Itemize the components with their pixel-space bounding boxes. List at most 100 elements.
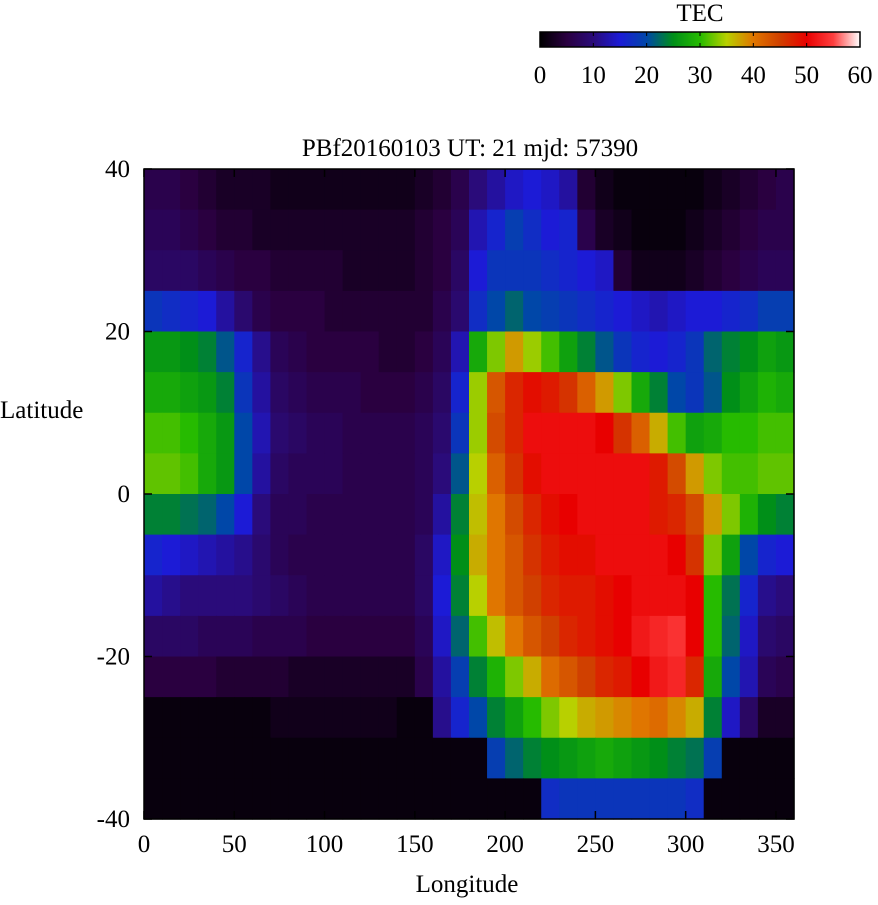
heatmap-cell	[577, 331, 596, 373]
heatmap-cell	[595, 372, 615, 414]
heatmap-cell	[577, 372, 596, 414]
heatmap-cell	[324, 331, 344, 373]
heatmap-cell	[469, 494, 488, 536]
heatmap-cell	[631, 209, 651, 251]
heatmap-cell	[360, 372, 380, 414]
heatmap-cell	[613, 697, 633, 739]
heatmap-cell	[288, 575, 308, 617]
heatmap-cell	[523, 209, 542, 251]
heatmap-cell	[216, 169, 235, 211]
heatmap-cell	[162, 372, 181, 414]
heatmap-cell	[360, 453, 380, 495]
heatmap-cell	[360, 290, 380, 333]
heatmap-cell	[234, 494, 253, 536]
heatmap-cell	[234, 737, 253, 779]
heatmap-cell	[595, 575, 615, 617]
heatmap-cell	[342, 250, 362, 292]
heatmap-cell	[162, 575, 181, 617]
heatmap-cell	[234, 250, 253, 292]
heatmap-cell	[523, 737, 542, 779]
heatmap-cell	[378, 169, 398, 211]
heatmap-cell	[469, 778, 488, 820]
heatmap-cell	[450, 778, 470, 820]
heatmap-cell	[216, 453, 235, 495]
heatmap-cell	[685, 697, 705, 739]
heatmap-cell	[432, 534, 452, 576]
heatmap-cell	[505, 697, 524, 739]
heatmap-cell	[613, 453, 633, 495]
heatmap-cell	[721, 697, 741, 739]
heatmap-cell	[450, 372, 470, 414]
heatmap-cell	[450, 575, 470, 617]
heatmap-cell	[216, 778, 235, 820]
heatmap-cell	[432, 575, 452, 617]
heatmap-cell	[342, 331, 362, 373]
heatmap-cell	[144, 697, 163, 739]
heatmap-cell	[270, 656, 290, 698]
heatmap-cell	[739, 412, 759, 454]
heatmap-cell	[721, 575, 741, 617]
heatmap-cell	[450, 737, 470, 779]
heatmap-cell	[703, 331, 723, 373]
heatmap-cell	[667, 737, 687, 779]
heatmap-cell	[721, 534, 741, 576]
heatmap-cell	[541, 778, 560, 820]
heatmap-cell	[180, 290, 199, 333]
colorbar-tick-label: 0	[534, 62, 547, 89]
heatmap-cell	[469, 575, 488, 617]
heatmap-cell	[559, 534, 578, 576]
heatmap-cell	[487, 534, 506, 576]
heatmap-cell	[775, 534, 795, 576]
heatmap-cell	[703, 290, 723, 333]
heatmap-cell	[577, 290, 596, 333]
colorbar: TEC 0 10 20 30 40 50 60	[534, 0, 873, 89]
heatmap-cell	[324, 453, 344, 495]
y-tick-label: 20	[105, 319, 130, 346]
heatmap-cell	[360, 331, 380, 373]
heatmap-cell	[613, 778, 633, 820]
heatmap-cell	[739, 656, 759, 698]
heatmap-cell	[198, 575, 217, 617]
heatmap-cell	[577, 209, 596, 251]
heatmap-cell	[324, 656, 344, 698]
heatmap-cell	[378, 575, 398, 617]
heatmap-cell	[487, 656, 506, 698]
heatmap-cell	[252, 575, 271, 617]
heatmap-cell	[775, 412, 795, 454]
heatmap-cell	[414, 575, 434, 617]
x-tick-label: 350	[757, 831, 795, 858]
heatmap-cell	[469, 656, 488, 698]
heatmap-cell	[324, 778, 344, 820]
heatmap-cell	[306, 209, 326, 251]
heatmap-cell	[631, 453, 651, 495]
heatmap-cell	[378, 412, 398, 454]
heatmap-cell	[414, 290, 434, 333]
heatmap-cell	[198, 615, 217, 658]
heatmap-cell	[414, 453, 434, 495]
heatmap-cell	[342, 412, 362, 454]
heatmap-cell	[559, 778, 578, 820]
heatmap-cell	[523, 290, 542, 333]
heatmap-cell	[288, 656, 308, 698]
heatmap-cell	[667, 331, 687, 373]
heatmap-cell	[252, 778, 271, 820]
heatmap-cell	[414, 737, 434, 779]
heatmap-cell	[288, 412, 308, 454]
heatmap-cell	[216, 534, 235, 576]
heatmap-cell	[270, 534, 290, 576]
heatmap-cell	[198, 412, 217, 454]
heatmap-cell	[505, 290, 524, 333]
heatmap-cell	[360, 534, 380, 576]
heatmap-cell	[234, 778, 253, 820]
heatmap-cell	[396, 169, 416, 211]
heatmap-cell	[234, 615, 253, 658]
heatmap-cell	[324, 372, 344, 414]
heatmap-cell	[270, 331, 290, 373]
heatmap-cell	[577, 656, 596, 698]
y-tick-label: -20	[97, 644, 130, 671]
heatmap-cell	[595, 250, 615, 292]
heatmap-cell	[396, 575, 416, 617]
heatmap-cell	[559, 453, 578, 495]
heatmap-cell	[757, 290, 777, 333]
heatmap-cell	[775, 615, 795, 658]
